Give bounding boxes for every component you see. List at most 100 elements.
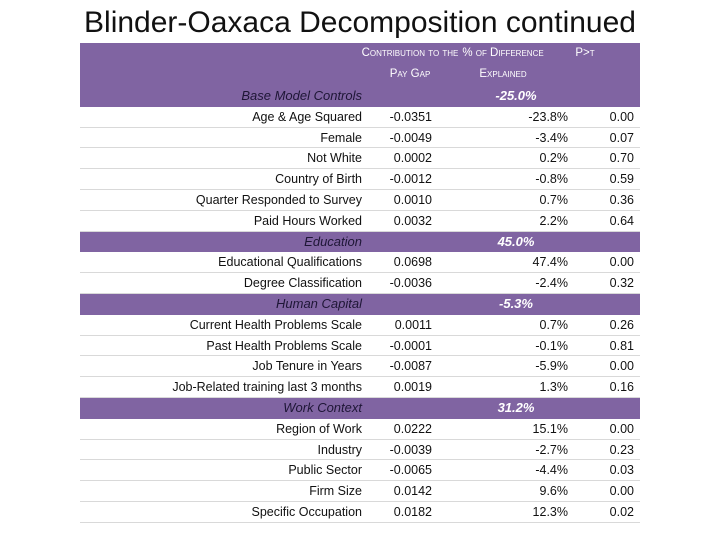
contribution: -0.0036 bbox=[389, 276, 432, 291]
row-divider bbox=[80, 480, 640, 482]
p-value: 0.23 bbox=[609, 442, 634, 457]
percent-explained: -2.7% bbox=[535, 442, 568, 457]
contribution: 0.0011 bbox=[394, 317, 432, 332]
percent-explained: 0.7% bbox=[539, 317, 569, 332]
p-value: 0.26 bbox=[609, 317, 634, 332]
row-divider bbox=[80, 334, 640, 336]
row-divider bbox=[80, 376, 640, 378]
row-label: Current Health Problems Scale bbox=[189, 317, 362, 332]
section-name: Work Context bbox=[283, 400, 362, 415]
percent-explained: 0.7% bbox=[539, 193, 569, 207]
row-label: Public Sector bbox=[288, 463, 362, 478]
row-label: Region of Work bbox=[276, 421, 362, 436]
decomposition-table: Contribution to the Pay Gap% of Differen… bbox=[80, 43, 640, 523]
slide-title: Blinder-Oaxaca Decomposition continued bbox=[84, 6, 636, 39]
row-divider bbox=[80, 397, 640, 398]
contribution: -0.0039 bbox=[389, 442, 432, 457]
row-divider bbox=[80, 501, 640, 502]
row-label: Degree Classification bbox=[243, 276, 362, 291]
p-value: 0.07 bbox=[609, 130, 634, 145]
row-label: Past Health Problems Scale bbox=[206, 338, 362, 353]
section-explained: 45.0% bbox=[497, 233, 535, 249]
row-label: Paid Hours Worked bbox=[253, 213, 362, 228]
contribution: 0.0222 bbox=[393, 421, 432, 436]
p-value: 0.59 bbox=[609, 172, 634, 187]
row-divider bbox=[80, 168, 640, 170]
row-divider bbox=[80, 189, 640, 190]
percent-explained: -0.8% bbox=[535, 172, 568, 187]
p-value: 0.32 bbox=[609, 276, 634, 291]
section-explained: 31.2% bbox=[497, 400, 535, 415]
contribution: -0.0351 bbox=[389, 109, 432, 124]
section-name: Education bbox=[304, 233, 362, 249]
percent-explained: -0.1% bbox=[535, 338, 568, 353]
column-header: Contribution to the Pay Gap bbox=[361, 47, 459, 80]
section-band bbox=[80, 86, 640, 107]
p-value: 0.00 bbox=[609, 359, 634, 374]
p-value: 0.16 bbox=[609, 380, 634, 395]
row-divider bbox=[80, 230, 640, 232]
percent-explained: -3.4% bbox=[535, 130, 568, 145]
row-label: Firm Size bbox=[309, 484, 362, 499]
contribution: 0.0002 bbox=[393, 151, 432, 166]
contribution: -0.0087 bbox=[389, 359, 432, 374]
percent-explained: -5.9% bbox=[535, 359, 568, 374]
p-value: 0.81 bbox=[609, 338, 634, 353]
contribution: 0.0019 bbox=[393, 380, 432, 395]
row-label: Country of Birth bbox=[275, 172, 362, 187]
p-value: 0.00 bbox=[609, 421, 634, 436]
section-explained: -5.3% bbox=[499, 296, 533, 311]
contribution: 0.0698 bbox=[393, 255, 432, 270]
section-name: Human Capital bbox=[276, 296, 362, 311]
p-value: 0.70 bbox=[609, 151, 634, 166]
p-value: 0.00 bbox=[609, 255, 634, 270]
row-divider bbox=[80, 209, 640, 211]
row-divider bbox=[80, 459, 640, 461]
section-band bbox=[80, 231, 640, 253]
row-divider bbox=[80, 147, 640, 149]
section-explained: -25.0% bbox=[495, 88, 537, 103]
row-label: Job-Related training last 3 months bbox=[172, 380, 362, 395]
percent-explained: 15.1% bbox=[532, 421, 568, 436]
p-value: 0.03 bbox=[609, 463, 634, 478]
row-divider bbox=[80, 521, 640, 523]
row-label: Age & Age Squared bbox=[252, 109, 362, 124]
row-label: Female bbox=[320, 130, 362, 145]
p-value: 0.02 bbox=[609, 505, 634, 519]
column-header: P>t bbox=[575, 47, 595, 59]
p-value: 0.00 bbox=[609, 484, 634, 499]
contribution: 0.0010 bbox=[393, 193, 432, 207]
p-value: 0.00 bbox=[609, 109, 634, 124]
row-divider bbox=[80, 126, 640, 128]
row-divider bbox=[80, 293, 640, 294]
row-label: Job Tenure in Years bbox=[252, 359, 362, 374]
row-label: Quarter Responded to Survey bbox=[195, 193, 362, 207]
section-band bbox=[80, 398, 640, 419]
row-label: Educational Qualifications bbox=[218, 255, 362, 270]
contribution: -0.0049 bbox=[389, 130, 432, 145]
row-label: Not White bbox=[307, 151, 362, 166]
percent-explained: -23.8% bbox=[528, 109, 568, 124]
row-label: Industry bbox=[317, 442, 362, 457]
contribution: 0.0142 bbox=[393, 484, 432, 499]
percent-explained: 12.3% bbox=[532, 505, 568, 519]
p-value: 0.36 bbox=[609, 193, 634, 207]
percent-explained: -2.4% bbox=[535, 276, 568, 291]
contribution: -0.0065 bbox=[389, 463, 432, 478]
contribution: 0.0182 bbox=[393, 505, 432, 519]
row-divider bbox=[80, 438, 640, 440]
percent-explained: -4.4% bbox=[535, 463, 568, 478]
row-divider bbox=[80, 272, 640, 274]
row-divider bbox=[80, 355, 640, 357]
p-value: 0.64 bbox=[609, 213, 634, 228]
percent-explained: 2.2% bbox=[539, 213, 569, 228]
section-name: Base Model Controls bbox=[241, 88, 362, 103]
percent-explained: 1.3% bbox=[539, 380, 569, 395]
percent-explained: 47.4% bbox=[532, 255, 568, 270]
column-header: % of Difference Explained bbox=[462, 47, 544, 80]
contribution: -0.0001 bbox=[389, 338, 432, 353]
row-label: Specific Occupation bbox=[251, 505, 362, 519]
header-band bbox=[80, 43, 640, 86]
